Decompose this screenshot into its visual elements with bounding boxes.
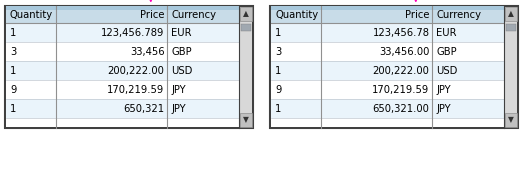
Text: GBP: GBP: [437, 47, 457, 57]
Text: 1: 1: [275, 66, 281, 76]
FancyBboxPatch shape: [270, 6, 518, 128]
Text: 1: 1: [275, 104, 281, 114]
Text: 1: 1: [10, 104, 16, 114]
Text: JPY: JPY: [437, 85, 451, 95]
Bar: [271, 23, 504, 42]
Bar: [6, 42, 239, 61]
Bar: [240, 113, 252, 127]
Text: 170,219.59: 170,219.59: [372, 85, 429, 95]
Text: ▼: ▼: [507, 116, 514, 124]
Bar: [271, 80, 504, 99]
Bar: [271, 99, 504, 118]
Text: 123,456.789: 123,456.789: [101, 28, 164, 38]
Text: USD: USD: [172, 66, 193, 76]
Text: 9: 9: [275, 85, 281, 95]
Bar: [271, 10, 504, 23]
Text: JPY: JPY: [437, 104, 451, 114]
Bar: [6, 10, 239, 23]
Text: 200,222.00: 200,222.00: [108, 66, 164, 76]
Text: 650,321: 650,321: [123, 104, 164, 114]
Bar: [271, 6, 504, 10]
Text: 33,456: 33,456: [130, 47, 164, 57]
Text: Currency: Currency: [437, 10, 482, 20]
Bar: [504, 7, 517, 127]
Text: USD: USD: [437, 66, 458, 76]
FancyBboxPatch shape: [5, 6, 253, 128]
Bar: [271, 118, 504, 127]
Text: 3: 3: [275, 47, 281, 57]
Text: GBP: GBP: [172, 47, 192, 57]
Bar: [505, 7, 517, 21]
Text: JPY: JPY: [172, 85, 186, 95]
Bar: [6, 118, 239, 127]
Bar: [506, 24, 516, 31]
Text: Quantity: Quantity: [10, 10, 53, 20]
Text: 200,222.00: 200,222.00: [372, 66, 429, 76]
Bar: [505, 113, 517, 127]
Text: 123,456.78: 123,456.78: [372, 28, 429, 38]
Text: 3: 3: [10, 47, 16, 57]
Text: Currency: Currency: [172, 10, 217, 20]
Bar: [239, 7, 252, 127]
Bar: [240, 7, 252, 21]
Bar: [6, 6, 239, 10]
Text: 33,456.00: 33,456.00: [379, 47, 429, 57]
Bar: [271, 61, 504, 80]
Text: ▼: ▼: [243, 116, 248, 124]
Text: JPY: JPY: [172, 104, 186, 114]
Text: 650,321.00: 650,321.00: [372, 104, 429, 114]
Text: ▲: ▲: [507, 9, 514, 18]
Bar: [6, 61, 239, 80]
Text: ▲: ▲: [243, 9, 248, 18]
Text: Price: Price: [405, 10, 429, 20]
Bar: [271, 42, 504, 61]
Bar: [6, 23, 239, 42]
Bar: [6, 80, 239, 99]
Bar: [6, 99, 239, 118]
Bar: [241, 24, 251, 31]
Text: 170,219.59: 170,219.59: [107, 85, 164, 95]
Text: EUR: EUR: [437, 28, 457, 38]
Text: 1: 1: [275, 28, 281, 38]
Text: Quantity: Quantity: [275, 10, 318, 20]
Text: Price: Price: [140, 10, 164, 20]
Text: 9: 9: [10, 85, 16, 95]
Text: EUR: EUR: [172, 28, 192, 38]
Text: 1: 1: [10, 28, 16, 38]
Text: 1: 1: [10, 66, 16, 76]
